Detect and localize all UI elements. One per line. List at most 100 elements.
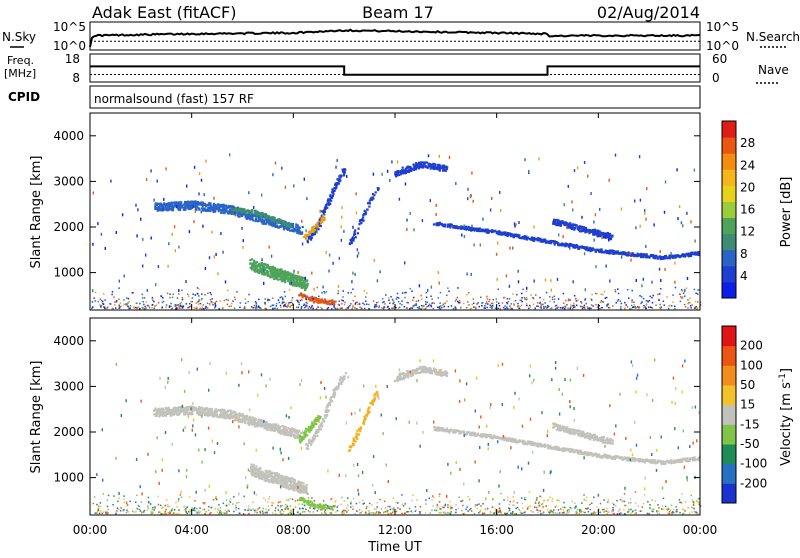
data-cell [305,238,307,240]
data-cell [261,258,262,261]
data-cell [301,282,303,284]
data-cell [323,219,325,221]
data-cell [653,295,655,297]
data-cell [293,184,294,187]
data-cell [570,308,572,310]
data-cell [352,307,354,309]
data-cell [608,304,610,306]
data-cell [300,293,302,295]
data-cell [498,289,500,291]
data-cell [256,302,258,304]
data-cell [327,200,329,202]
data-cell [159,208,161,210]
data-cell [402,167,404,169]
data-cell [220,300,222,302]
data-cell [282,302,284,304]
data-cell [592,305,594,307]
data-cell [114,304,116,306]
data-cell [621,303,623,305]
data-cell [406,307,408,309]
data-cell [328,300,330,302]
data-cell [344,375,346,377]
data-cell [645,306,647,308]
data-cell [507,308,509,310]
data-cell [567,308,569,310]
data-cell [174,306,176,308]
data-cell [589,247,591,249]
data-cell [177,297,179,299]
data-cell [357,302,359,304]
data-cell [496,301,498,303]
data-cell [606,297,608,299]
data-cell [139,303,141,305]
data-cell [339,257,340,260]
data-cell [192,297,194,299]
data-cell [507,234,509,236]
data-cell [254,271,256,273]
data-cell [581,216,582,219]
data-cell [331,308,333,310]
data-cell [110,303,112,305]
data-cell [573,280,574,283]
data-cell [605,250,607,252]
data-cell [584,305,586,307]
data-cell [148,306,150,308]
data-cell [204,193,205,196]
power-y-tick-label: 2000 [53,220,84,234]
data-cell [564,308,566,310]
data-cell [681,297,683,299]
data-cell [441,307,443,309]
data-cell [633,302,635,304]
data-cell [269,299,271,301]
data-cell [391,308,393,310]
data-cell [473,298,475,300]
data-cell [439,155,440,158]
data-cell [575,298,577,300]
data-cell [216,414,218,416]
data-cell [587,247,589,249]
data-cell [650,296,652,298]
data-cell [103,304,105,306]
data-cell [473,243,474,246]
data-cell [404,261,405,264]
data-cell [332,262,333,265]
data-cell [341,225,342,228]
data-cell [182,299,184,301]
data-cell [151,237,152,240]
data-cell [521,300,523,302]
data-cell [344,169,346,171]
data-cell [604,291,606,293]
data-cell [524,299,526,301]
data-cell [149,307,151,309]
data-cell [597,231,599,233]
data-cell [207,204,209,206]
data-cell [571,227,573,229]
data-cell [439,302,441,304]
data-cell [574,169,575,172]
data-cell [455,182,456,185]
data-cell [341,299,343,301]
data-cell [289,289,291,291]
data-cell [373,173,374,176]
data-cell [296,232,298,234]
nsky-right-tick-bottom: 10^0 [706,39,739,53]
data-cell [391,160,392,163]
data-cell [428,163,430,165]
data-cell [526,297,528,299]
data-cell [116,231,117,234]
data-cell [258,212,260,214]
data-cell [643,298,645,300]
data-cell [507,303,509,305]
data-cell [98,301,100,303]
data-cell [381,307,383,309]
data-cell [587,175,588,178]
data-cell [558,298,560,300]
data-cell [655,255,657,257]
data-cell [557,307,559,309]
data-cell [563,302,565,304]
data-cell [97,222,98,225]
data-cell [324,299,326,301]
data-cell [482,218,483,221]
data-cell [665,255,667,257]
data-cell [640,303,642,305]
